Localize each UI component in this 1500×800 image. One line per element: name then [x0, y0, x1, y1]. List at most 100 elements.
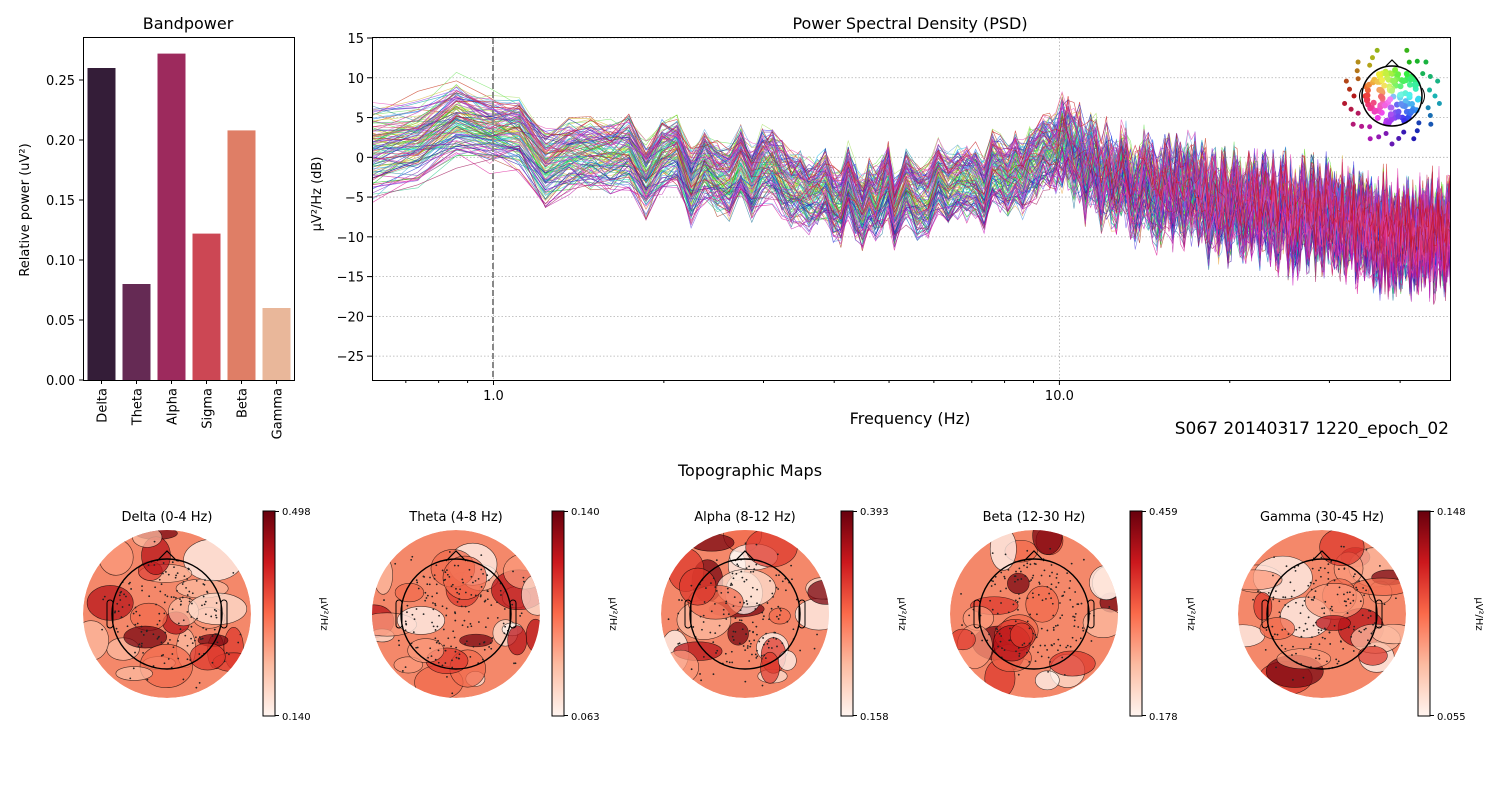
- sensor-dot: [134, 651, 136, 654]
- sensor-dot: [198, 681, 201, 684]
- sensor-dot: [732, 605, 735, 607]
- sensor-dot: [1345, 604, 1348, 607]
- sensor-dot: [1363, 96, 1370, 103]
- sensor-dot: [434, 629, 437, 631]
- sensor-dot: [125, 595, 127, 598]
- sensor-dot: [181, 583, 184, 585]
- sensor-dot: [690, 584, 693, 587]
- bandpower-chart: Bandpower 0.00 0.05 0.10 0.15 0.20 0.25 Delta…: [18, 14, 295, 439]
- sensor-dot: [196, 617, 198, 620]
- sensor-dot: [1108, 606, 1111, 608]
- sensor-dot: [1317, 628, 1320, 631]
- sensor-dot: [1345, 600, 1347, 603]
- sensor-dot: [745, 600, 748, 602]
- sensor-dot: [1073, 619, 1076, 622]
- sensor-dot: [451, 659, 453, 662]
- sensor-dot: [435, 641, 438, 644]
- sensor-dot: [487, 579, 490, 582]
- sensor-dot: [1046, 649, 1049, 651]
- sensor-dot: [454, 612, 457, 615]
- sensor-dot: [455, 646, 458, 649]
- sensor-dot: [1320, 556, 1323, 559]
- sensor-dot: [755, 625, 758, 628]
- sensor-dot: [991, 552, 994, 555]
- sensor-dot: [1079, 637, 1082, 640]
- sensor-dot: [776, 645, 778, 648]
- sensor-dot: [678, 642, 681, 645]
- sensor-dot: [448, 576, 451, 578]
- head-outline: [1361, 65, 1423, 127]
- sensor-dot: [667, 618, 670, 621]
- sensor-dot: [136, 622, 139, 625]
- sensor-dot: [1304, 622, 1307, 625]
- sensor-dot: [1395, 597, 1397, 600]
- sensor-dot: [1287, 633, 1290, 635]
- sensor-dot: [1307, 616, 1310, 619]
- sensor-dot: [140, 630, 143, 633]
- sensor-dot: [1074, 612, 1077, 615]
- sensor-dot: [500, 594, 502, 596]
- sensor-dot: [1329, 643, 1332, 645]
- sensor-dot: [1347, 626, 1350, 629]
- contour-blob: [1357, 645, 1388, 666]
- sensor-dot: [442, 628, 445, 631]
- sensor-dot: [996, 612, 999, 615]
- sensor-dot: [1059, 617, 1062, 619]
- colorbar-min: 0.055: [1437, 712, 1466, 723]
- sensor-dot: [777, 618, 780, 620]
- sensor-dot: [1048, 592, 1051, 595]
- sensor-dot: [1387, 96, 1394, 103]
- sensor-dot: [1071, 605, 1074, 608]
- topomap-gamma: Gamma (30-45 Hz) 0.148 0.055 µV²/Hz: [1238, 507, 1484, 723]
- ytick-label: 15: [347, 32, 364, 47]
- sensor-dot: [1017, 647, 1020, 649]
- sensor-dot: [1395, 71, 1402, 78]
- sensor-dot: [1404, 47, 1410, 53]
- sensor-dot: [1069, 645, 1072, 648]
- sensor-dot: [744, 680, 747, 683]
- sensor-dot: [1390, 77, 1397, 84]
- ytick-label: 0.05: [46, 314, 75, 329]
- sensor-dot: [438, 642, 441, 645]
- sensor-dot: [1411, 136, 1417, 142]
- sensor-dot: [799, 649, 802, 652]
- sensor-dot: [481, 658, 484, 661]
- bandpower-bars: [87, 53, 291, 380]
- ear-left: [684, 599, 692, 629]
- sensor-dot: [1369, 610, 1372, 612]
- sensor-dot: [167, 642, 169, 645]
- contour-blob: [662, 649, 700, 685]
- sensor-dot: [1293, 589, 1296, 592]
- sensor-dot: [1017, 593, 1020, 595]
- sensor-dot: [171, 653, 174, 655]
- sensor-dot: [710, 610, 713, 613]
- colorbar-min: 0.063: [571, 712, 600, 723]
- sensor-dot: [464, 605, 467, 608]
- sensor-dot: [1356, 588, 1359, 591]
- sensor-dot: [701, 628, 703, 631]
- sensor-dot: [738, 642, 741, 645]
- sensor-dot: [1005, 587, 1007, 590]
- sensor-dot: [781, 642, 784, 645]
- sensor-dot: [1295, 628, 1298, 631]
- sensor-dot: [182, 581, 185, 583]
- sensor-dot: [1055, 576, 1058, 579]
- sensor-dot: [126, 625, 129, 628]
- sensor-dot: [745, 567, 748, 570]
- contour-blob: [768, 607, 791, 625]
- channel-trace: [372, 138, 1450, 285]
- sensor-dot: [199, 636, 201, 638]
- contour-blob: [139, 643, 193, 689]
- sensor-dot: [1017, 673, 1020, 676]
- sensor-dot: [1292, 645, 1294, 648]
- sensor-dot: [751, 586, 754, 589]
- sensor-dot: [1369, 55, 1375, 61]
- head-outline: [978, 558, 1090, 670]
- sensor-dot: [503, 608, 506, 610]
- sensor-dot: [411, 613, 414, 616]
- sensor-dot: [1349, 602, 1352, 605]
- sensor-dot: [1077, 626, 1080, 628]
- ytick-label: 5: [356, 112, 364, 127]
- sensor-dot: [142, 634, 145, 636]
- sensor-dot: [767, 646, 770, 649]
